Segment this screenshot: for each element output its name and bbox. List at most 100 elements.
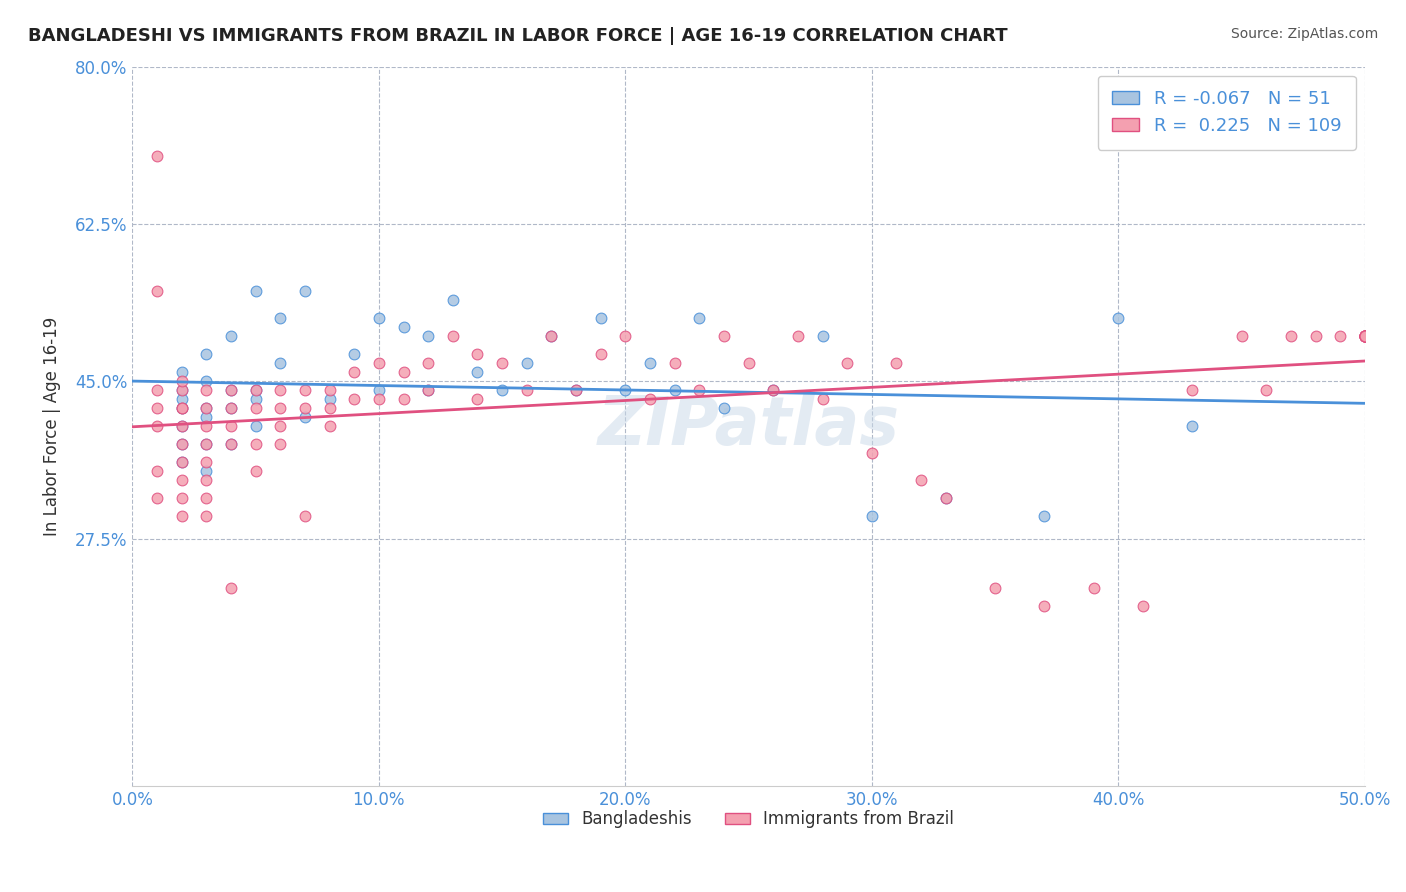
Point (392, 392, 415, 407)
Point (170, 437, 193, 451)
Point (146, 464, 169, 478)
Point (418, 356, 440, 370)
Point (565, 383, 588, 397)
Point (219, 383, 242, 397)
Point (516, 383, 538, 397)
Point (860, 446, 883, 460)
Point (219, 383, 242, 397)
Point (664, 383, 686, 397)
Point (318, 401, 340, 416)
Point (195, 410, 218, 425)
Point (1181, 383, 1204, 397)
Point (589, 347, 612, 361)
Point (245, 285, 267, 299)
Point (170, 401, 193, 416)
Point (245, 464, 267, 478)
Point (688, 311, 710, 326)
Point (294, 285, 316, 299)
Point (219, 437, 242, 451)
Point (318, 392, 340, 407)
Point (195, 401, 218, 416)
Point (589, 311, 612, 326)
Point (1354, 329, 1376, 343)
Point (540, 329, 562, 343)
Point (565, 383, 588, 397)
Point (269, 419, 291, 434)
Point (367, 383, 389, 397)
Point (245, 419, 267, 434)
Point (367, 356, 389, 370)
Point (195, 464, 218, 478)
Point (195, 509, 218, 524)
Point (195, 419, 218, 434)
Point (1279, 329, 1302, 343)
Point (935, 491, 957, 505)
Point (786, 329, 808, 343)
Point (491, 383, 513, 397)
Point (638, 356, 661, 370)
Point (170, 437, 193, 451)
Point (1256, 383, 1278, 397)
Point (170, 401, 193, 416)
Point (713, 329, 735, 343)
Point (195, 383, 218, 397)
Point (343, 392, 366, 407)
Point (170, 455, 193, 469)
Point (837, 356, 859, 370)
Point (294, 401, 316, 416)
Point (418, 329, 440, 343)
Point (688, 383, 710, 397)
Point (318, 419, 340, 434)
Point (1354, 329, 1376, 343)
Point (170, 374, 193, 388)
Point (1305, 329, 1327, 343)
Point (1354, 329, 1376, 343)
Point (195, 347, 218, 361)
Point (1354, 329, 1376, 343)
Point (245, 401, 267, 416)
Point (1354, 329, 1376, 343)
Point (540, 329, 562, 343)
Point (146, 491, 169, 505)
Point (392, 320, 415, 334)
Point (1230, 329, 1253, 343)
Point (860, 509, 883, 524)
Point (170, 473, 193, 487)
Point (146, 149, 169, 163)
Point (1329, 329, 1351, 343)
Point (762, 383, 785, 397)
Point (886, 356, 908, 370)
Point (1132, 599, 1154, 613)
Point (467, 365, 489, 379)
Point (195, 401, 218, 416)
Point (811, 392, 834, 407)
Point (1354, 329, 1376, 343)
Point (294, 410, 316, 425)
Point (418, 383, 440, 397)
Text: ZIPatlas: ZIPatlas (598, 393, 900, 459)
Point (343, 365, 366, 379)
Point (269, 437, 291, 451)
Point (245, 392, 267, 407)
Point (638, 392, 661, 407)
Point (170, 383, 193, 397)
Point (170, 401, 193, 416)
Y-axis label: In Labor Force | Age 16-19: In Labor Force | Age 16-19 (44, 317, 60, 536)
Point (294, 383, 316, 397)
Point (713, 401, 735, 416)
Point (219, 419, 242, 434)
Point (467, 347, 489, 361)
Point (269, 401, 291, 416)
Point (195, 455, 218, 469)
Point (269, 383, 291, 397)
Point (516, 356, 538, 370)
Point (1354, 329, 1376, 343)
Point (195, 437, 218, 451)
Point (318, 383, 340, 397)
Point (219, 401, 242, 416)
Point (1354, 329, 1376, 343)
Point (269, 356, 291, 370)
Point (170, 392, 193, 407)
Point (1354, 329, 1376, 343)
Point (392, 365, 415, 379)
